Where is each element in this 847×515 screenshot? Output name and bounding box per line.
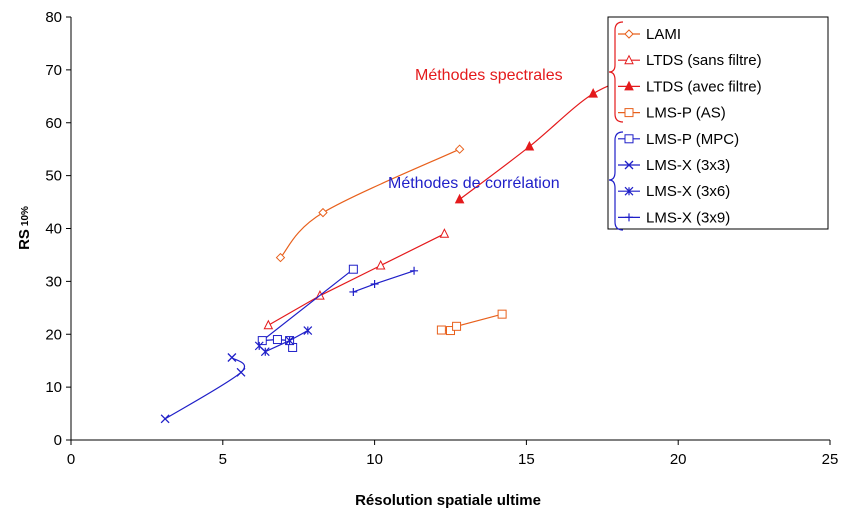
y-tick-label: 0: [54, 432, 62, 449]
data-point: [453, 322, 461, 330]
y-tick-label: 10: [45, 379, 62, 396]
y-tick-label: 70: [45, 62, 62, 79]
annotation-spectral: Méthodes spectrales: [415, 67, 563, 84]
y-axis-title-sub: 10%: [20, 206, 31, 226]
legend-marker: [625, 135, 633, 143]
legend: LAMI LTDS (sans filtre) LTDS (avec filtre)…: [608, 17, 828, 229]
legend-label: LMS-P (MPC): [646, 131, 739, 148]
x-tick-label: 0: [67, 451, 75, 468]
data-point: [456, 195, 464, 203]
data-point: [371, 280, 379, 288]
legend-label: LMS-X (3x3): [646, 157, 730, 174]
data-point: [304, 327, 312, 335]
annotation-correlation: Méthodes de corrélation: [388, 175, 560, 192]
data-point: [319, 209, 327, 217]
data-point: [410, 267, 418, 275]
x-tick-label: 15: [518, 451, 535, 468]
data-point: [349, 288, 357, 296]
y-tick-label: 20: [45, 326, 62, 343]
data-point: [273, 336, 281, 344]
annotations: Méthodes spectrales Méthodes de corrélat…: [388, 22, 623, 230]
x-tick-label: 5: [219, 451, 227, 468]
y-tick-label: 40: [45, 221, 62, 238]
series-line: [268, 234, 444, 325]
data-point: [440, 229, 448, 237]
data-point: [456, 145, 464, 153]
legend-label: LTDS (sans filtre): [646, 52, 762, 69]
series-5: [161, 354, 245, 423]
x-tick-label: 20: [670, 451, 687, 468]
y-axis-title-main: RS: [16, 229, 33, 250]
series-line: [165, 358, 244, 419]
data-point: [237, 368, 245, 376]
legend-label: LAMI: [646, 26, 681, 43]
y-tick-label: 30: [45, 273, 62, 290]
x-tick-label: 10: [366, 451, 383, 468]
legend-label: LMS-X (3x6): [646, 183, 730, 200]
series-0: [276, 145, 463, 261]
x-tick-label: 25: [822, 451, 839, 468]
data-point: [437, 326, 445, 334]
data-point: [525, 142, 533, 150]
data-point: [161, 415, 169, 423]
legend-label: LMS-P (AS): [646, 105, 726, 122]
data-point: [264, 321, 272, 329]
y-axis-title: RS 10%: [16, 206, 33, 250]
data-point: [498, 310, 506, 318]
data-point: [349, 265, 357, 273]
y-tick-label: 60: [45, 115, 62, 132]
data-point: [261, 348, 269, 356]
x-axis-title: Résolution spatiale ultime: [355, 492, 541, 509]
series-7: [349, 267, 418, 296]
legend-marker: [625, 109, 633, 117]
legend-label: LTDS (avec filtre): [646, 78, 762, 95]
series-layer: [161, 68, 652, 423]
series-4: [258, 265, 357, 351]
series-line: [280, 149, 459, 257]
y-tick-label: 80: [45, 9, 62, 26]
y-tick-label: 50: [45, 168, 62, 185]
series-3: [437, 310, 506, 334]
legend-label: LMS-X (3x9): [646, 209, 730, 226]
data-point: [228, 354, 236, 362]
data-point: [589, 89, 597, 97]
series-1: [264, 229, 448, 328]
data-point: [377, 261, 385, 269]
